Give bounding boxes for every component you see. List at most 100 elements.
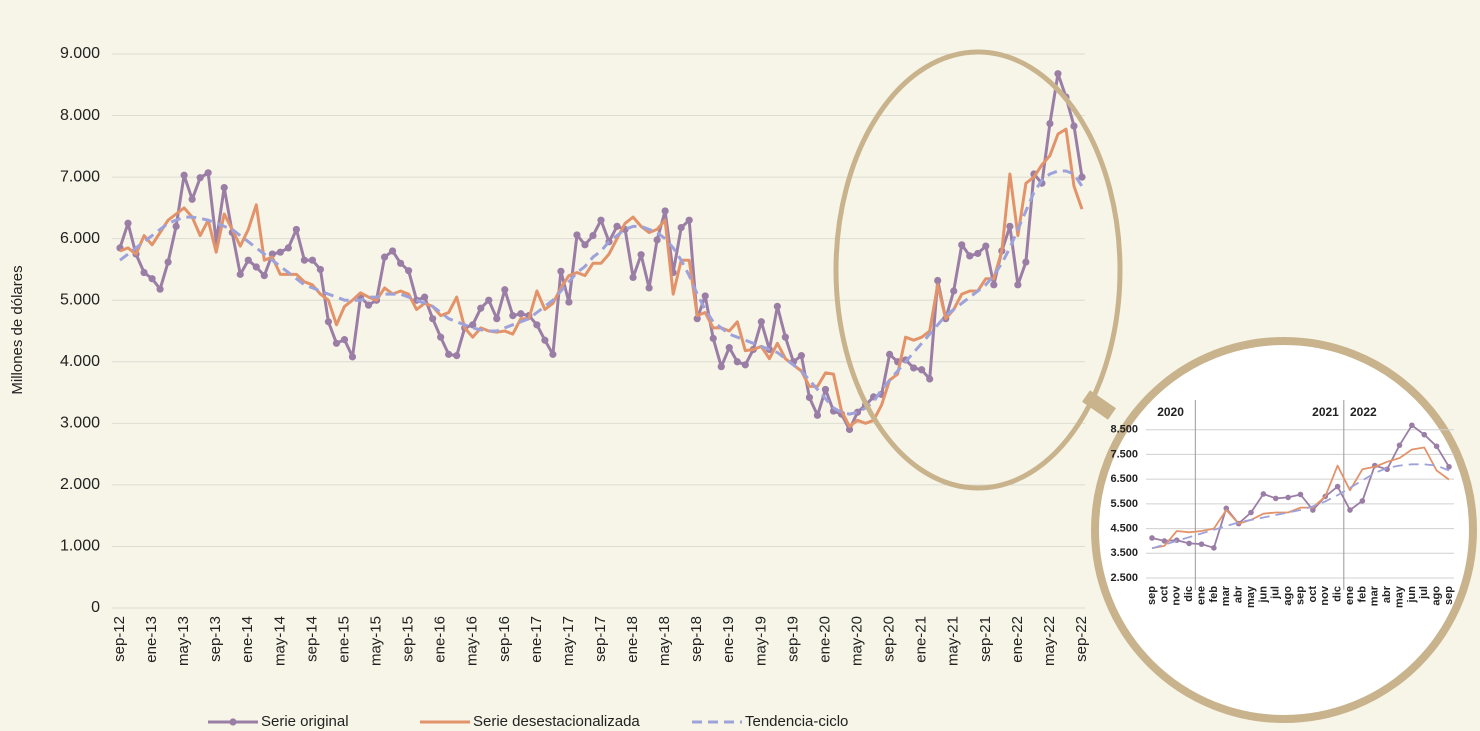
legend-label: Serie desestacionalizada [473, 713, 640, 730]
x-tick-label: may-16 [464, 616, 481, 666]
y-tick-label: 5.500 [1110, 498, 1138, 510]
y-tick-label: 9.000 [60, 45, 100, 62]
x-tick-label: sep [1146, 586, 1158, 605]
y-tick-label: 6.500 [1110, 473, 1138, 485]
data-point [485, 296, 493, 304]
data-point [950, 287, 958, 295]
data-point [1078, 173, 1086, 181]
x-tick-label: may [1245, 585, 1257, 608]
legend-marker [229, 718, 237, 726]
data-point [1070, 122, 1078, 130]
x-tick-label: ene-13 [143, 616, 160, 663]
data-point [1014, 281, 1022, 289]
data-point [453, 352, 461, 360]
y-tick-label: 3.500 [1110, 547, 1138, 559]
inset-frame [1091, 337, 1477, 723]
x-tick-label: nov [1171, 585, 1183, 605]
y-tick-label: 4.500 [1110, 522, 1138, 534]
data-point [1198, 541, 1205, 547]
highlight-ellipse [833, 49, 1123, 491]
x-tick-label: may-17 [560, 616, 577, 666]
data-point [653, 236, 661, 244]
data-point [364, 301, 373, 309]
data-point [204, 169, 212, 177]
y-tick-label: 8.000 [60, 107, 100, 124]
x-tick-label: may-18 [656, 616, 673, 666]
data-point [733, 358, 741, 366]
data-point [1260, 491, 1267, 497]
x-tick-label: ene-15 [335, 616, 352, 663]
data-point [380, 253, 389, 261]
data-point [541, 336, 549, 344]
data-point [757, 318, 765, 326]
x-tick-label: sep-21 [977, 616, 994, 662]
data-point [645, 284, 653, 292]
x-tick-label: abr [1233, 585, 1245, 603]
x-tick-label: sep [1443, 586, 1455, 605]
data-point [1186, 540, 1192, 547]
data-point [821, 385, 830, 394]
y-axis-label: Millones de dólares [9, 265, 26, 394]
x-tick-label: sep-22 [1073, 616, 1090, 662]
x-tick-label: jun [1406, 586, 1418, 604]
x-tick-label: sep-18 [688, 616, 705, 662]
data-point [1334, 483, 1341, 490]
data-point [276, 248, 284, 256]
data-point [308, 256, 316, 264]
data-point [966, 252, 974, 260]
data-point [1359, 498, 1366, 504]
data-point [581, 241, 589, 249]
data-point [1446, 463, 1452, 470]
data-point [781, 333, 789, 341]
year-label: 2020 [1157, 405, 1184, 419]
data-point [1285, 494, 1291, 501]
data-point [292, 225, 300, 234]
data-point [244, 256, 252, 264]
data-point [284, 244, 292, 252]
data-point [565, 298, 573, 306]
data-point [685, 216, 693, 224]
data-point [332, 339, 341, 347]
data-point [324, 318, 333, 326]
y-tick-label: 3.000 [60, 415, 100, 432]
data-point [1149, 535, 1155, 541]
data-point [388, 247, 397, 255]
x-tick-label: may-19 [752, 616, 769, 666]
y-tick-label: 2.000 [60, 476, 100, 493]
data-point [1297, 491, 1304, 498]
data-point [1046, 119, 1054, 128]
series-line [1151, 463, 1450, 550]
series-line [119, 169, 1084, 416]
data-point [1409, 422, 1415, 429]
data-point [1054, 70, 1062, 78]
x-tick-label: may [1393, 585, 1405, 608]
data-point [124, 219, 132, 227]
data-point [934, 276, 942, 285]
data-point [1310, 507, 1316, 513]
y-tick-label: 7.500 [1110, 448, 1138, 460]
x-tick-label: sep [1294, 586, 1306, 605]
data-point [493, 315, 501, 323]
x-tick-label: oct [1307, 586, 1319, 603]
x-tick-label: mar [1220, 585, 1232, 606]
data-point [974, 249, 982, 258]
x-tick-label: jul [1418, 586, 1430, 600]
x-tick-label: ene-19 [720, 616, 737, 663]
data-point [517, 310, 525, 318]
data-point [477, 304, 485, 312]
data-point [1421, 431, 1428, 438]
data-point [252, 263, 260, 271]
data-point [172, 222, 180, 230]
data-point [709, 334, 717, 342]
x-tick-label: sep-19 [784, 616, 801, 662]
data-point [1396, 442, 1403, 449]
data-point [1223, 505, 1230, 512]
data-point [1161, 538, 1168, 544]
x-tick-label: sep-16 [496, 616, 513, 662]
data-point [717, 363, 725, 371]
x-tick-label: ago [1431, 586, 1443, 606]
data-point [573, 231, 581, 239]
y-tick-label: 2.500 [1110, 572, 1138, 584]
x-tick-label: jun [1257, 586, 1269, 604]
